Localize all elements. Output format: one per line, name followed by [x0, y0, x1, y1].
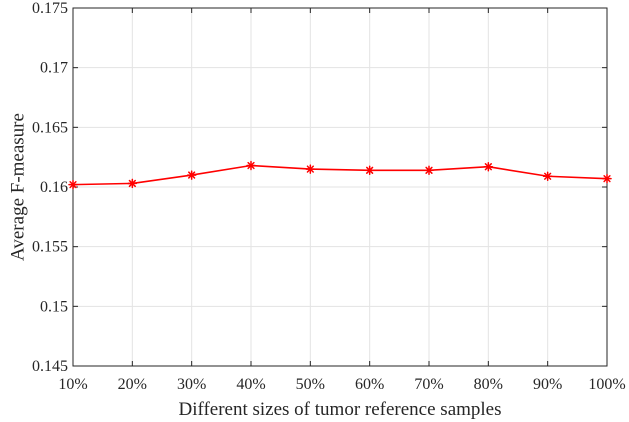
series-line — [72, 164, 608, 186]
y-tick-label: 0.175 — [32, 0, 68, 17]
y-tick-label: 0.16 — [40, 179, 68, 196]
data-point-marker — [127, 178, 138, 189]
x-tick-label: 20% — [118, 376, 147, 393]
marker-stroke — [484, 163, 492, 171]
x-axis-title: Different sizes of tumor reference sampl… — [178, 399, 501, 420]
x-tick-label: 10% — [58, 376, 87, 393]
axis-ticks — [72, 7, 608, 367]
marker-stroke — [544, 172, 552, 180]
x-tick-label: 50% — [296, 376, 325, 393]
data-point-marker — [68, 179, 78, 190]
marker-stroke — [366, 166, 374, 174]
y-axis-title: Average F-measure — [7, 113, 28, 261]
data-point-marker — [186, 170, 197, 180]
grid-lines — [73, 8, 607, 366]
data-point-marker — [542, 171, 553, 182]
data-point-marker — [602, 173, 612, 184]
marker-stroke — [188, 171, 196, 179]
data-point-marker — [364, 165, 375, 176]
data-point-marker — [483, 161, 494, 172]
y-tick-label: 0.165 — [32, 119, 68, 136]
x-tick-label: 90% — [533, 376, 562, 393]
x-tick-label: 70% — [414, 376, 443, 393]
marker-stroke — [425, 166, 433, 174]
data-point-marker — [424, 165, 434, 176]
y-tick-label: 0.15 — [40, 298, 68, 315]
x-tick-label: 80% — [474, 376, 503, 393]
y-tick-label: 0.17 — [40, 60, 68, 77]
x-tick-label: 60% — [355, 376, 384, 393]
marker-stroke — [69, 180, 77, 189]
y-tick-label: 0.145 — [32, 358, 68, 375]
data-point-marker — [305, 164, 316, 174]
x-tick-label: 100% — [588, 376, 625, 393]
tick-labels: 10% 20% 30% 40% 50% 60% 70% 80% 90% 100% 0.145 0.15… — [32, 0, 626, 393]
data-point-marker — [246, 160, 256, 171]
data-series — [68, 160, 612, 190]
marker-stroke — [247, 161, 255, 170]
x-tick-label: 40% — [236, 376, 265, 393]
x-tick-label: 30% — [177, 376, 206, 393]
y-tick-label: 0.155 — [32, 239, 68, 256]
marker-stroke — [306, 165, 314, 173]
marker-stroke — [603, 175, 611, 183]
marker-stroke — [128, 179, 136, 188]
